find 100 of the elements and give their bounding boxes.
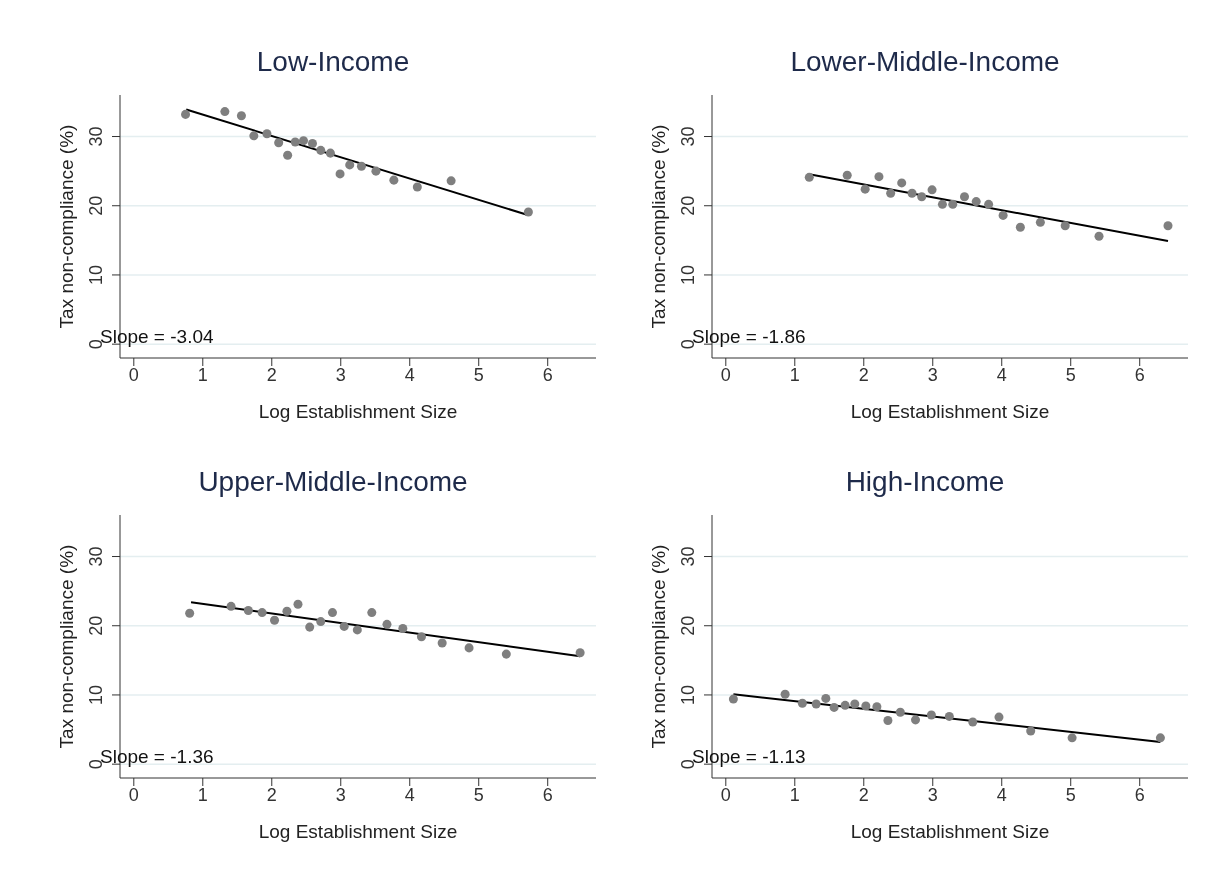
point <box>274 138 284 148</box>
point <box>389 175 399 185</box>
x-tick-label: 2 <box>266 784 277 805</box>
point <box>398 624 408 634</box>
x-axis-title: Log Establishment Size <box>850 821 1050 842</box>
point <box>937 199 947 209</box>
point <box>352 625 362 635</box>
x-tick-label: 2 <box>266 364 277 385</box>
point <box>327 608 337 618</box>
point <box>446 176 456 186</box>
x-axis-title: Log Establishment Size <box>850 401 1050 422</box>
point <box>860 184 870 194</box>
x-tick-label: 2 <box>858 364 869 385</box>
point <box>185 608 195 618</box>
y-tick-label: 10 <box>678 264 698 285</box>
point <box>220 107 230 117</box>
x-tick-label: 6 <box>1134 364 1145 385</box>
point <box>501 649 511 659</box>
x-tick-label: 6 <box>542 784 553 805</box>
x-tick-label: 4 <box>996 364 1007 385</box>
y-axis-title: Tax non-compliance (%) <box>55 124 77 329</box>
point <box>382 619 392 629</box>
point <box>290 137 300 147</box>
point <box>944 711 954 721</box>
point <box>1163 221 1173 231</box>
point <box>249 131 259 141</box>
point <box>575 648 585 658</box>
x-tick-label: 2 <box>858 784 869 805</box>
point <box>1155 733 1165 743</box>
x-tick-label: 0 <box>128 364 139 385</box>
x-tick-label: 5 <box>473 784 484 805</box>
y-tick-label: 10 <box>86 684 106 705</box>
point <box>797 698 807 708</box>
point <box>883 716 893 726</box>
point <box>356 161 366 171</box>
point <box>226 601 236 611</box>
y-tick-label: 30 <box>86 546 106 567</box>
x-tick-label: 4 <box>996 784 1007 805</box>
point <box>872 702 882 712</box>
x-tick-label: 5 <box>473 364 484 385</box>
point <box>1015 222 1025 232</box>
x-tick-label: 1 <box>789 364 800 385</box>
y-tick-label: 10 <box>86 264 106 285</box>
point <box>971 197 981 207</box>
y-axis-title: Tax non-compliance (%) <box>647 124 669 329</box>
point <box>998 210 1008 220</box>
y-tick-label: 20 <box>678 615 698 636</box>
y-tick-label: 30 <box>678 546 698 567</box>
point <box>262 129 272 139</box>
point <box>371 166 381 176</box>
chart-title: High-Income <box>844 466 1006 498</box>
point <box>821 693 831 703</box>
point <box>886 188 896 198</box>
point <box>895 707 905 717</box>
x-tick-label: 1 <box>197 784 208 805</box>
y-axis-title: Tax non-compliance (%) <box>647 544 669 749</box>
x-tick-label: 0 <box>720 784 731 805</box>
x-tick-label: 0 <box>128 784 139 805</box>
x-tick-label: 4 <box>404 364 415 385</box>
point <box>282 606 292 616</box>
point <box>283 150 293 160</box>
point <box>926 710 936 720</box>
point <box>464 643 474 653</box>
point <box>345 160 355 170</box>
x-axis-title: Log Establishment Size <box>258 401 458 422</box>
x-axis-title: Log Establishment Size <box>258 821 458 842</box>
point <box>270 615 280 625</box>
point <box>339 621 349 631</box>
x-tick-label: 1 <box>197 364 208 385</box>
point <box>840 700 850 710</box>
y-tick-label: 20 <box>86 615 106 636</box>
y-tick-label: 30 <box>86 126 106 147</box>
chart-title: Low-Income <box>255 46 411 78</box>
point <box>917 192 927 202</box>
point <box>984 199 994 209</box>
point <box>927 185 937 195</box>
x-tick-label: 6 <box>1134 784 1145 805</box>
point <box>1067 733 1077 743</box>
point <box>1060 221 1070 231</box>
x-tick-label: 0 <box>720 364 731 385</box>
point <box>437 638 447 648</box>
x-tick-label: 5 <box>1065 784 1076 805</box>
point <box>305 622 315 632</box>
point <box>842 170 852 180</box>
y-tick-label: 20 <box>86 195 106 216</box>
x-tick-label: 4 <box>404 784 415 805</box>
point <box>412 182 422 192</box>
x-tick-label: 1 <box>789 784 800 805</box>
point <box>293 599 303 609</box>
point <box>307 138 317 148</box>
point <box>907 188 917 198</box>
point <box>959 192 969 202</box>
point <box>1094 231 1104 241</box>
point <box>811 699 821 709</box>
point <box>335 169 345 179</box>
point <box>897 178 907 188</box>
point <box>728 694 738 704</box>
point <box>910 715 921 725</box>
point <box>367 608 377 618</box>
chart-title: Upper-Middle-Income <box>197 466 469 498</box>
